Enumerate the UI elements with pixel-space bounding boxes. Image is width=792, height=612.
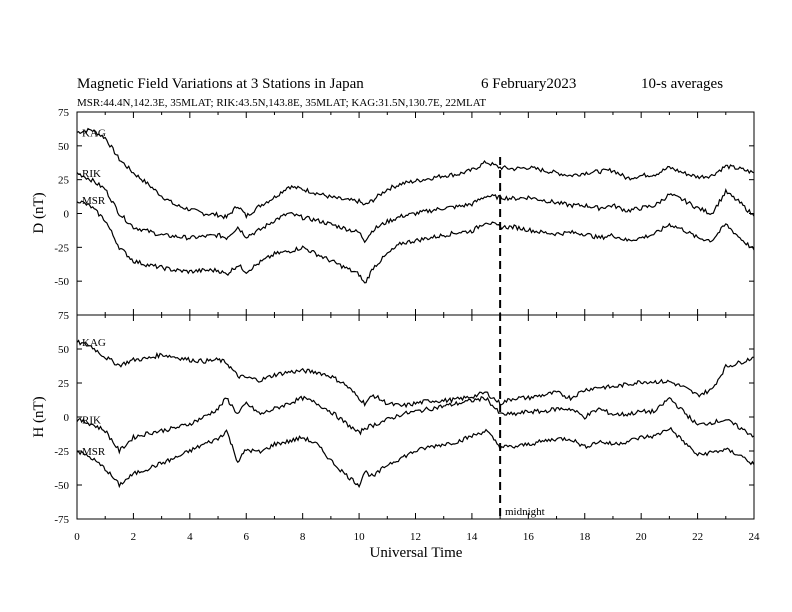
x-tick-label: 20	[636, 531, 648, 543]
plot-layer: 75 50 25 0 -25 -50 KAG RIK MSR 75 50 25 0 -25 -50 -75 KA…	[54, 107, 760, 543]
x-tick-label: 16	[523, 531, 535, 543]
h-panel-frame	[76, 314, 755, 520]
h-panel-y-tick-label: 50	[58, 344, 70, 356]
d-panel-series-kag	[76, 127, 755, 220]
h-panel-y-tick-label: 25	[58, 378, 70, 390]
chart-date: 6 February2023	[481, 76, 576, 92]
h-panel-station-label-msr: MSR	[82, 446, 106, 458]
h-panel-station-label-rik: RIK	[82, 415, 101, 427]
h-panel-y-tick-label: -50	[54, 480, 69, 492]
chart-subtitle: MSR:44.4N,142.3E, 35MLAT; RIK:43.5N,143.…	[77, 97, 486, 109]
x-tick-label: 18	[579, 531, 591, 543]
h-panel-station-label-kag: KAG	[82, 337, 106, 349]
h-panel-y-label: H (nT)	[31, 396, 47, 437]
x-tick-label: 6	[244, 531, 250, 543]
x-axis-label: Universal Time	[370, 545, 463, 561]
d-panel-y-tick-label: 75	[58, 107, 70, 119]
x-tick-label: 8	[300, 531, 306, 543]
x-tick-label: 0	[74, 531, 80, 543]
d-panel-y-tick-label: 25	[58, 175, 70, 187]
d-panel-y-tick-label: 50	[58, 141, 70, 153]
d-panel-frame	[76, 111, 755, 316]
x-tick-label: 2	[131, 531, 137, 543]
h-panel-y-tick-label: 75	[58, 310, 70, 322]
chart-title: Magnetic Field Variations at 3 Stations …	[77, 76, 364, 92]
x-tick-label: 24	[749, 531, 761, 543]
d-panel-y-tick-label: -25	[54, 242, 69, 254]
d-panel-series-msr	[76, 200, 755, 284]
d-panel-y-label: D (nT)	[31, 192, 47, 233]
midnight-label: midnight	[505, 506, 545, 518]
h-panel-y-tick-label: 0	[64, 412, 70, 424]
h-panel-series-rik	[76, 395, 755, 455]
x-tick-label: 12	[410, 531, 421, 543]
x-tick-label: 14	[466, 531, 478, 543]
x-tick-label: 22	[692, 531, 703, 543]
h-panel-y-tick-label: -75	[54, 514, 69, 526]
d-panel-station-label-rik: RIK	[82, 168, 101, 180]
x-tick-label: 10	[354, 531, 366, 543]
h-panel-series-msr	[76, 426, 755, 489]
d-panel-series-rik	[76, 172, 755, 244]
x-tick-label: 4	[187, 531, 193, 543]
chart-averaging: 10-s averages	[641, 76, 723, 92]
d-panel-station-label-msr: MSR	[82, 195, 106, 207]
d-panel-station-label-kag: KAG	[82, 127, 106, 139]
d-panel-y-tick-label: -50	[54, 276, 69, 288]
h-panel-y-tick-label: -25	[54, 446, 69, 458]
d-panel-y-tick-label: 0	[64, 209, 70, 221]
h-panel-series-kag	[76, 339, 755, 409]
